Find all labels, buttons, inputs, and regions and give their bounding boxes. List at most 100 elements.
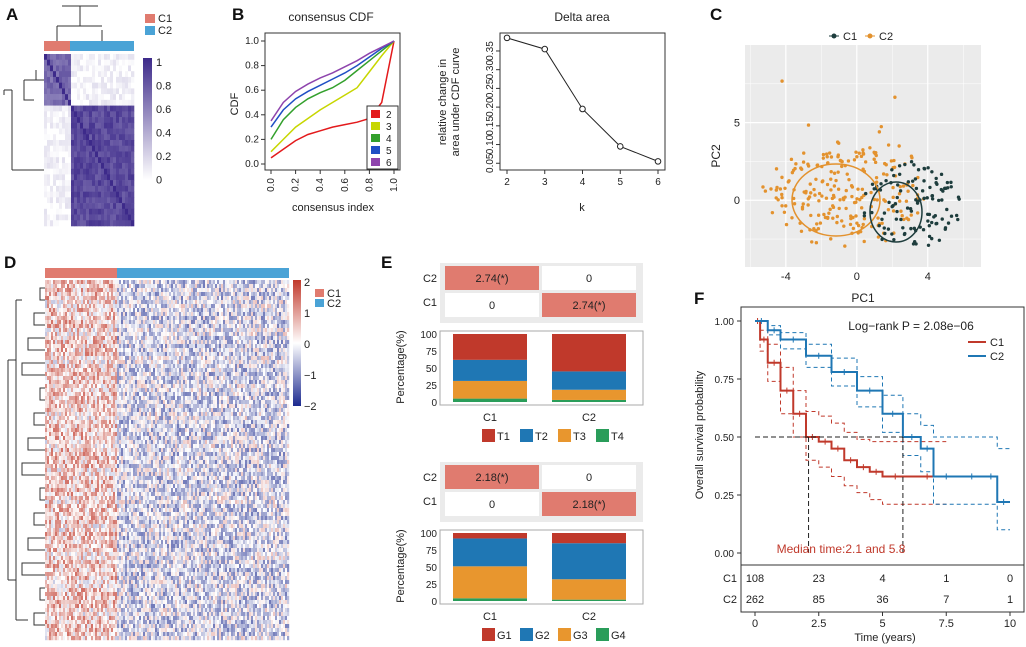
heatmap-d-cell <box>229 304 232 309</box>
pca-point-c2 <box>791 196 796 201</box>
heatmap-d-cell <box>163 332 166 337</box>
heatmap-d-cell <box>243 384 246 389</box>
heatmap-d-cell <box>147 376 150 381</box>
heatmap-a-cell <box>80 122 84 129</box>
heatmap-d-cell <box>141 396 144 401</box>
heatmap-a-cell <box>47 162 51 169</box>
heatmap-d-cell <box>147 324 150 329</box>
heatmap-d-cell <box>225 356 228 361</box>
heatmap-d-cell <box>183 392 186 397</box>
pca-point-c2 <box>891 185 895 190</box>
heatmap-a-cell <box>95 76 99 83</box>
heatmap-d-cell <box>219 296 222 301</box>
heatmap-d-cell <box>273 360 276 365</box>
heatmap-d-cell <box>79 356 82 361</box>
heatmap-d-cell <box>91 356 94 361</box>
heatmap-d-cell <box>199 324 202 329</box>
heatmap-a-cell <box>77 220 81 227</box>
heatmap-d-cell <box>127 340 130 345</box>
heatmap-d-cell <box>283 292 286 297</box>
heatmap-d-cell <box>155 328 158 333</box>
heatmap-d-cell <box>285 360 288 365</box>
heatmap-d-cell <box>179 308 182 313</box>
heatmap-d-cell <box>249 304 252 309</box>
heatmap-d-cell <box>261 304 264 309</box>
heatmap-d-cell <box>185 388 188 393</box>
heatmap-d-cell <box>61 392 64 397</box>
heatmap-d-cell <box>63 292 66 297</box>
heatmap-d-cell <box>79 368 82 373</box>
heatmap-d-cell <box>193 384 196 389</box>
heatmap-d-cell <box>97 284 100 289</box>
heatmap-d-cell <box>161 328 164 333</box>
heatmap-d-cell <box>229 280 232 285</box>
heatmap-d-cell <box>163 328 166 333</box>
heatmap-d-cell <box>247 364 250 369</box>
heatmap-a-cell <box>92 122 96 129</box>
heatmap-d-cell <box>159 324 162 329</box>
heatmap-a-cell <box>59 168 63 175</box>
heatmap-a-cell <box>122 197 126 204</box>
heatmap-a-cell <box>50 105 54 112</box>
heatmap-d-cell <box>183 332 186 337</box>
heatmap-a-cell <box>116 65 120 72</box>
pca-point-c1 <box>890 232 894 236</box>
legend-a-c1-swatch <box>145 14 155 23</box>
heatmap-d-cell <box>169 328 172 333</box>
heatmap-d-cell <box>137 384 140 389</box>
heatmap-d-cell <box>165 396 168 401</box>
heatmap-d-cell <box>183 336 186 341</box>
heatmap-a-cell <box>104 99 108 106</box>
heatmap-a-cell <box>80 208 84 215</box>
heatmap-a-cell <box>92 197 96 204</box>
heatmap-d-cell <box>225 376 228 381</box>
heatmap-d-cell <box>91 396 94 401</box>
heatmap-d-cell <box>189 332 192 337</box>
heatmap-d-cell <box>125 372 128 377</box>
heatmap-d-cell <box>213 344 216 349</box>
heatmap-d-cell <box>217 328 220 333</box>
heatmap-d-cell <box>53 300 56 305</box>
heatmap-d-cell <box>45 328 48 333</box>
pca-point-c1 <box>906 180 911 184</box>
heatmap-d-cell <box>131 336 134 341</box>
heatmap-d-cell <box>181 312 184 317</box>
heatmap-a-cell <box>53 214 57 221</box>
heatmap-d-cell <box>183 376 186 381</box>
heatmap-d-cell <box>269 320 272 325</box>
heatmap-d-cell <box>77 328 80 333</box>
heatmap-a-cell <box>122 145 126 152</box>
heatmap-a-cell <box>116 191 120 198</box>
heatmap-d-cell <box>227 280 230 285</box>
heatmap-d-cell <box>251 372 254 377</box>
heatmap-d-cell <box>277 344 280 349</box>
heatmap-a-cell <box>86 168 90 175</box>
heatmap-d-cell <box>241 316 244 321</box>
heatmap-d-cell <box>107 372 110 377</box>
heatmap-d-cell <box>79 376 82 381</box>
heatmap-a-cell <box>77 174 81 181</box>
heatmap-d-cell <box>55 388 58 393</box>
heatmap-d-cell <box>161 324 164 329</box>
heatmap-d-cell <box>195 372 198 377</box>
heatmap-d-cell <box>71 308 74 313</box>
heatmap-d-cell <box>63 372 66 377</box>
heatmap-d-cell <box>161 340 164 345</box>
heatmap-d-cell <box>85 376 88 381</box>
heatmap-d-cell <box>59 344 62 349</box>
heatmap-d-cell <box>221 300 224 305</box>
heatmap-d-cell <box>85 328 88 333</box>
heatmap-d-cell <box>265 284 268 289</box>
heatmap-d-cell <box>287 324 290 329</box>
heatmap-d-cell <box>167 308 170 313</box>
heatmap-d-cell <box>195 316 198 321</box>
heatmap-d-cell <box>159 396 162 401</box>
heatmap-d-cell <box>193 300 196 305</box>
heatmap-d-cell <box>147 392 150 397</box>
cdf-series-line-3 <box>270 40 395 153</box>
heatmap-d-cell <box>235 368 238 373</box>
heatmap-d-cell <box>153 392 156 397</box>
heatmap-d-cell <box>211 336 214 341</box>
delta-point <box>541 45 549 53</box>
heatmap-d-cell <box>191 304 194 309</box>
